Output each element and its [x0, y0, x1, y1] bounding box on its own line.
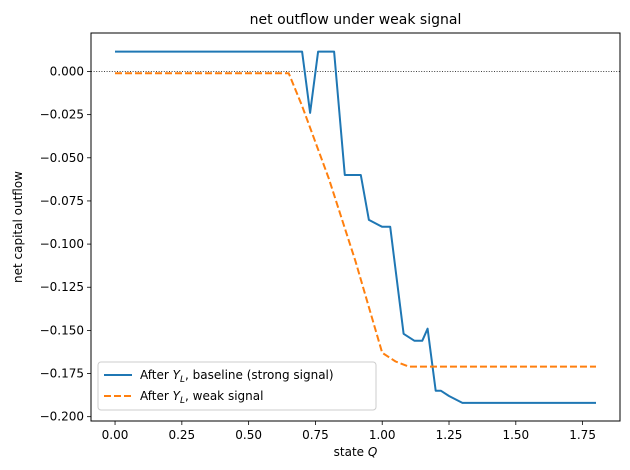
legend-label-baseline-suffix: , baseline (strong signal) — [185, 368, 334, 382]
plot-frame — [90, 32, 621, 422]
x-tick-label: 0.00 — [102, 428, 129, 442]
y-tick-label: −0.075 — [40, 194, 84, 208]
x-axis-label: state Q — [334, 445, 378, 459]
legend-label-baseline-var: Y — [173, 368, 182, 382]
series-line-weak — [115, 72, 596, 368]
legend-label-weak-suffix: , weak signal — [185, 389, 263, 403]
legend-label-weak-var: Y — [173, 389, 182, 403]
legend-label-weak-sub: L — [180, 396, 185, 406]
legend-box — [97, 361, 377, 411]
x-tick-label: 1.75 — [569, 428, 596, 442]
x-tick-label: 0.50 — [235, 428, 262, 442]
legend-label-baseline-sub: L — [180, 375, 185, 385]
legend-label-weak: After YL, weak signal — [140, 389, 263, 406]
x-axis-label-text: state — [334, 445, 368, 459]
legend: After YL, baseline (strong signal) After… — [97, 361, 377, 411]
y-tick-label: −0.125 — [40, 280, 84, 294]
ticks-group: 0.00 0.25 0.50 0.75 1.00 1.25 1.50 1.75 0.000 −0.… — [40, 64, 596, 442]
y-tick-label: −0.175 — [40, 367, 84, 381]
x-tick-label: 0.75 — [302, 428, 329, 442]
x-tick-label: 1.25 — [436, 428, 463, 442]
x-tick-label: 0.25 — [168, 428, 195, 442]
y-tick-label: −0.100 — [40, 237, 84, 251]
x-axis-label-var: Q — [368, 445, 377, 459]
series-group — [115, 50, 596, 404]
y-tick-label: 0.000 — [50, 64, 84, 78]
y-axis-label: net capital outflow — [11, 171, 25, 283]
legend-label-baseline: After YL, baseline (strong signal) — [140, 368, 334, 385]
chart-title: net outflow under weak signal — [250, 12, 462, 28]
y-tick-label: −0.200 — [40, 410, 84, 424]
y-tick-label: −0.050 — [40, 151, 84, 165]
x-tick-label: 1.50 — [502, 428, 529, 442]
y-tick-label: −0.150 — [40, 323, 84, 337]
x-tick-label: 1.00 — [369, 428, 396, 442]
legend-label-weak-prefix: After — [140, 389, 173, 403]
series-line-baseline — [115, 50, 596, 404]
legend-label-baseline-prefix: After — [140, 368, 173, 382]
y-tick-label: −0.025 — [40, 108, 84, 122]
